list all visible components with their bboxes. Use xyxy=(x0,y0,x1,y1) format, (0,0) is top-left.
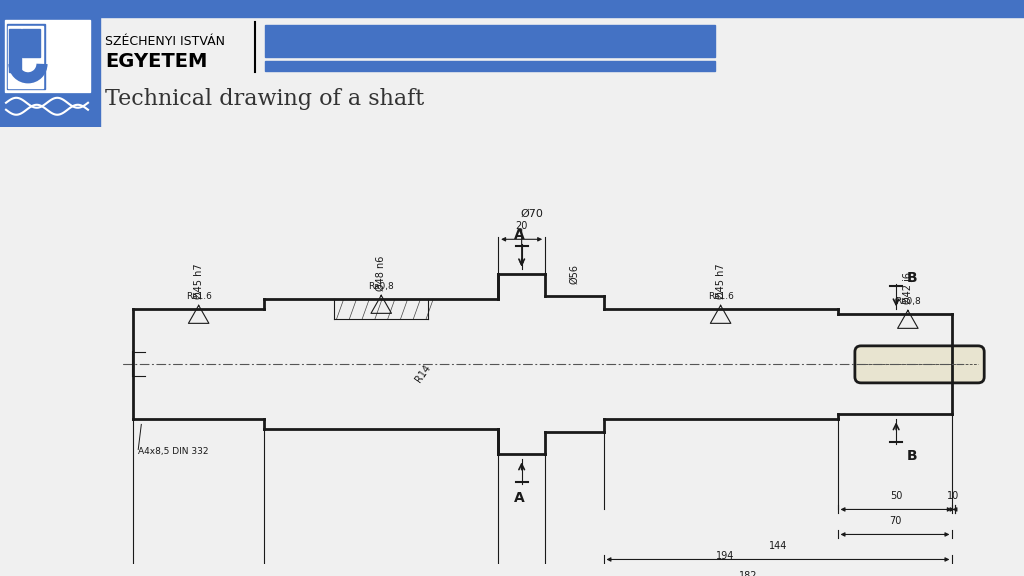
Text: B: B xyxy=(906,271,918,285)
Text: Ra0,8: Ra0,8 xyxy=(895,297,921,306)
Text: Ø45 h7: Ø45 h7 xyxy=(194,264,204,300)
Text: EGYETEM: EGYETEM xyxy=(105,52,208,71)
Text: A4x8,5 DIN 332: A4x8,5 DIN 332 xyxy=(138,448,209,456)
Bar xyxy=(0,0,100,127)
Text: 144: 144 xyxy=(769,541,787,551)
Text: 194: 194 xyxy=(716,551,734,562)
Text: 10: 10 xyxy=(947,491,959,502)
Text: A: A xyxy=(513,228,524,242)
Text: 182: 182 xyxy=(739,571,758,576)
Bar xyxy=(5,20,90,92)
Text: Ø70: Ø70 xyxy=(520,209,544,219)
Text: A: A xyxy=(513,491,524,506)
Bar xyxy=(22,29,40,57)
Text: R14: R14 xyxy=(414,363,433,384)
Text: Ra0,8: Ra0,8 xyxy=(369,282,394,291)
Text: Ø42 j6: Ø42 j6 xyxy=(903,272,913,304)
Text: 50: 50 xyxy=(890,491,902,502)
Bar xyxy=(265,61,715,71)
Text: Ø48 n6: Ø48 n6 xyxy=(376,256,386,291)
Bar xyxy=(0,0,1024,17)
Text: Technical drawing of a shaft: Technical drawing of a shaft xyxy=(105,88,424,110)
Text: B: B xyxy=(906,449,918,464)
Text: 20: 20 xyxy=(515,221,527,232)
Text: Ra1.6: Ra1.6 xyxy=(708,293,733,301)
Text: Ra1.6: Ra1.6 xyxy=(185,293,212,301)
Text: Ø45 h7: Ø45 h7 xyxy=(716,264,726,300)
Bar xyxy=(8,26,43,88)
Text: SZÉCHENYI ISTVÁN: SZÉCHENYI ISTVÁN xyxy=(105,35,225,48)
Bar xyxy=(9,29,22,72)
Text: Ø56: Ø56 xyxy=(569,264,580,285)
Bar xyxy=(265,25,715,57)
Bar xyxy=(7,24,45,89)
Text: 70: 70 xyxy=(889,517,901,526)
FancyBboxPatch shape xyxy=(855,346,984,383)
